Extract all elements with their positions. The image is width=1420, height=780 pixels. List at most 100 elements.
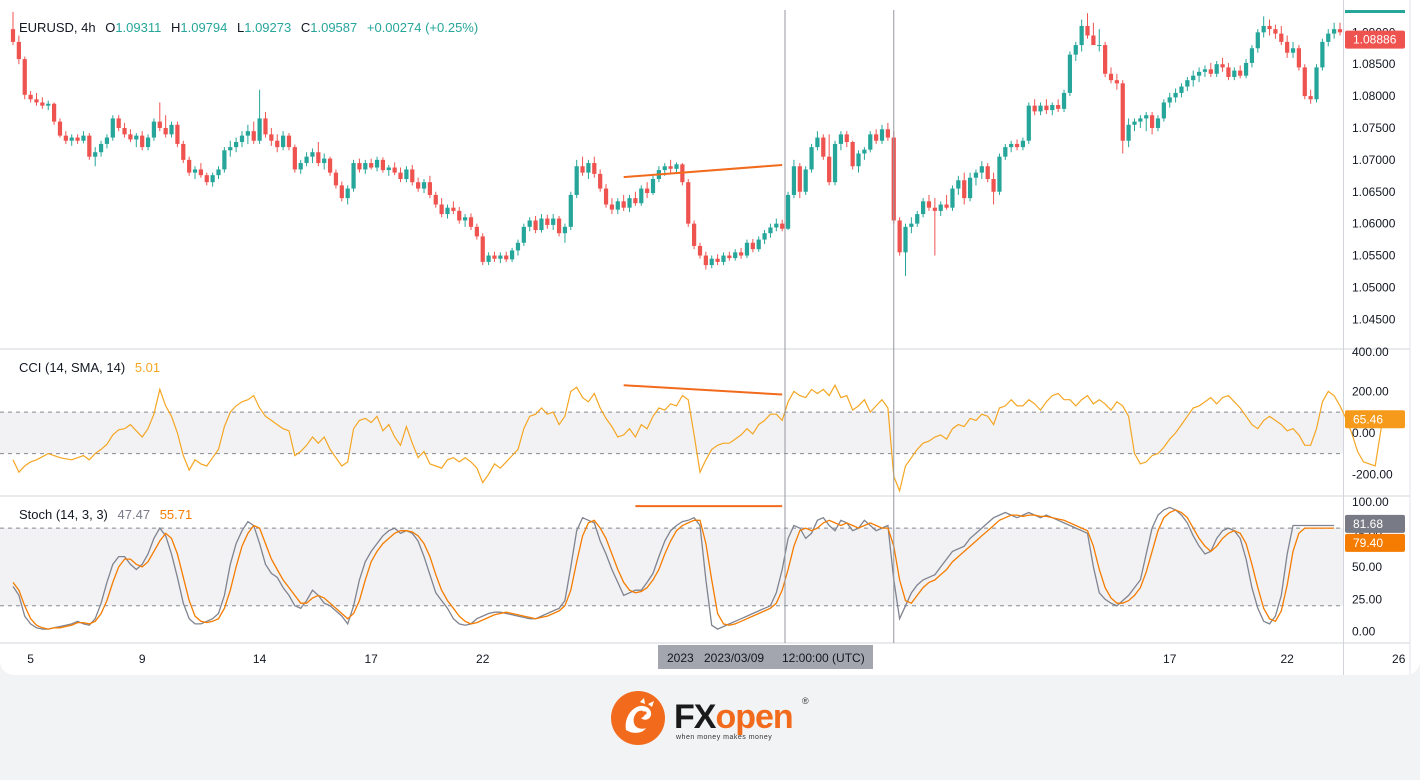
candle-body — [533, 220, 538, 231]
chart-card: 1.04500 1.05000 1.05500 1.06000 1.06500 1.070… — [0, 0, 1420, 675]
candle-body — [34, 99, 39, 103]
candle-body — [322, 158, 327, 164]
candle-body — [1020, 140, 1026, 148]
candle-body — [386, 167, 391, 171]
candle-body — [815, 137, 820, 148]
candle-body — [639, 188, 644, 204]
candle-body — [228, 147, 233, 151]
candle-body — [1003, 147, 1008, 157]
logo-registered-mark: ® — [802, 696, 809, 706]
candle-body — [1249, 48, 1255, 63]
price-tick-label: 1.05000 — [1352, 280, 1396, 294]
candle-body — [1332, 29, 1337, 34]
candle-body — [1320, 41, 1325, 68]
stoch-tick-label: 50.00 — [1352, 560, 1382, 574]
candle-body — [1290, 48, 1296, 53]
price-badge-bg — [1345, 30, 1405, 49]
candle-body — [850, 142, 855, 167]
candle-body — [410, 169, 415, 183]
candle-body — [151, 121, 157, 138]
stoch-tick-label: 0.00 — [1352, 625, 1376, 639]
candle-body — [1073, 45, 1078, 55]
candle-body — [1255, 32, 1260, 49]
candle-body — [615, 201, 620, 210]
candle-body — [515, 242, 521, 251]
stoch-k-badge-bg — [1345, 514, 1405, 533]
date-tick-label: 17 — [364, 652, 378, 666]
candle-body — [310, 152, 315, 157]
candle-body — [1050, 105, 1055, 111]
candle-body — [832, 143, 838, 183]
candle-body — [1085, 25, 1090, 36]
candle-body — [392, 167, 397, 173]
candle-body — [1079, 25, 1084, 46]
candle-body — [357, 163, 362, 170]
candle-body — [950, 188, 955, 208]
symbol-label[interactable]: EURUSD, 4h — [19, 20, 96, 35]
candle-body — [1161, 102, 1166, 119]
cci-badge: 65.46 — [1353, 412, 1383, 426]
candle-body — [733, 252, 738, 259]
date-tick-label: 14 — [253, 652, 267, 666]
candle-body — [956, 180, 961, 189]
stoch-k-line — [12, 506, 1335, 630]
price-badge: 1.08886 — [1353, 33, 1397, 47]
candle-body — [944, 204, 949, 208]
cci-tick-label: 0.00 — [1352, 426, 1376, 440]
candle-body — [1267, 25, 1272, 30]
stoch-name[interactable]: Stoch (14, 3, 3) — [19, 507, 108, 522]
candle-body — [1038, 105, 1043, 112]
candle-body — [598, 173, 603, 189]
crosshair-year: 2023 — [667, 651, 694, 665]
open-label: O — [105, 20, 116, 35]
candle-body — [926, 201, 932, 208]
candle-body — [1296, 48, 1302, 68]
candle-body — [1326, 33, 1331, 42]
candle-body — [333, 172, 339, 186]
candle-body — [797, 166, 802, 192]
candle-body — [551, 218, 556, 225]
candle-body — [351, 163, 356, 189]
low-value: 1.09273 — [244, 20, 292, 35]
candle-body — [568, 194, 573, 227]
candle-body — [756, 239, 761, 250]
price-tick-label: 1.08500 — [1352, 57, 1396, 71]
candle-body — [603, 188, 609, 205]
candle-body — [821, 137, 826, 157]
fxopen-logo[interactable]: FXopen ® when money makes money — [610, 690, 820, 748]
candle-body — [369, 163, 374, 168]
candle-body — [897, 220, 902, 253]
candle-body — [785, 194, 791, 229]
cci-tick-label: 200.00 — [1352, 384, 1389, 398]
candle-body — [327, 158, 333, 173]
candle-body — [915, 214, 920, 224]
chart-canvas[interactable]: 1.04500 1.05000 1.05500 1.06000 1.06500 1.070… — [0, 0, 1420, 675]
date-tick-label: 26 — [1392, 652, 1406, 666]
open-value: 1.09311 — [115, 20, 162, 35]
candle-body — [838, 134, 844, 144]
candle-body — [468, 217, 474, 227]
candle-body — [163, 127, 168, 135]
candle-body — [862, 149, 867, 154]
candle-body — [280, 135, 286, 148]
candle-body — [727, 255, 732, 259]
candle-body — [1097, 45, 1102, 47]
candle-body — [791, 166, 797, 195]
price-tick-label: 1.07000 — [1352, 153, 1396, 167]
candle-body — [110, 118, 115, 138]
stoch-d-value: 55.71 — [159, 507, 193, 522]
candle-body — [991, 179, 996, 192]
price-divergence-trendline — [623, 163, 783, 179]
candle-body — [316, 152, 321, 164]
candle-body — [920, 201, 926, 215]
candle-body — [480, 236, 485, 262]
candle-body — [774, 223, 779, 228]
candle-body — [46, 103, 51, 106]
cci-band — [0, 412, 1343, 454]
cci-name[interactable]: CCI (14, SMA, 14) — [19, 360, 126, 375]
candle-body — [192, 169, 198, 173]
candle-body — [175, 124, 180, 144]
candle-body — [210, 175, 215, 183]
candle-body — [251, 131, 256, 141]
candle-body — [22, 59, 27, 95]
